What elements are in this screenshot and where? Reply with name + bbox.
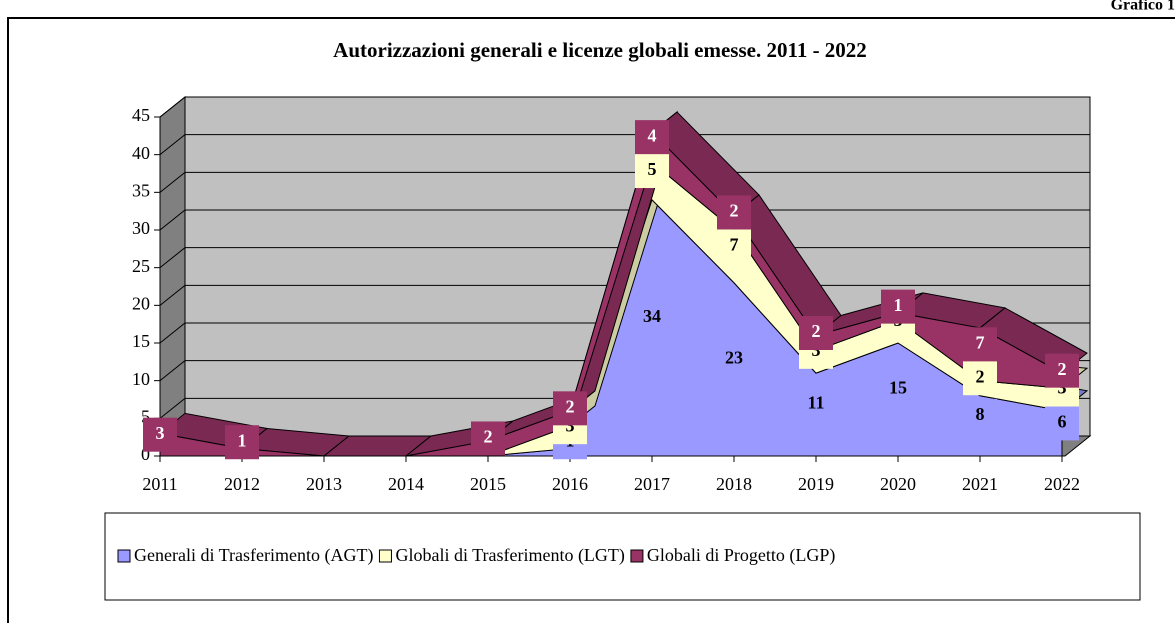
y-tick-label: 15 <box>132 331 150 351</box>
legend-label: Globali di Trasferimento (LGT) <box>395 545 624 566</box>
data-label-box <box>1045 353 1079 388</box>
legend-box <box>104 512 1141 601</box>
data-label-box <box>799 316 833 350</box>
y-tick-label: 0 <box>141 444 150 464</box>
corner-label: Grafico 1 <box>1111 0 1175 14</box>
data-label-box <box>143 417 177 452</box>
legend-label: Generali di Trasferimento (AGT) <box>134 545 373 566</box>
data-label: 7 <box>730 234 739 254</box>
data-label: 2 <box>976 366 985 386</box>
data-label-box <box>881 289 915 324</box>
y-tick-label: 35 <box>132 180 150 200</box>
data-label: 8 <box>976 404 985 424</box>
y-tick-label: 45 <box>132 105 150 125</box>
legend-swatch <box>378 549 392 563</box>
data-label-box <box>635 300 669 335</box>
data-label: 15 <box>889 378 907 398</box>
data-label: 11 <box>807 393 824 413</box>
y-tick-label: 20 <box>132 293 150 313</box>
data-label-box <box>963 361 997 396</box>
data-label: 2 <box>730 201 739 221</box>
x-tick-label: 2012 <box>224 474 260 494</box>
data-label-box <box>881 372 915 407</box>
data-label: 34 <box>643 306 661 326</box>
data-label-box <box>717 342 751 377</box>
y-tick-label: 30 <box>132 218 150 238</box>
data-label: 1 <box>238 430 247 450</box>
x-tick-label: 2013 <box>306 474 342 494</box>
y-tick-label: 10 <box>132 369 150 389</box>
side-wall <box>159 95 186 458</box>
legend-label: Globali di Progetto (LGP) <box>647 545 835 566</box>
x-tick-label: 2014 <box>388 474 424 494</box>
chart-title: Autorizzazioni generali e licenze global… <box>333 38 867 62</box>
data-label-box <box>635 154 669 189</box>
grid-line <box>159 134 1090 156</box>
data-label: 6 <box>1058 412 1067 432</box>
x-tick-label: 2019 <box>798 474 834 494</box>
data-label: 4 <box>648 125 657 145</box>
data-label-box <box>471 421 505 456</box>
data-label: 1 <box>894 295 903 315</box>
data-label-box <box>799 387 833 422</box>
data-label-box <box>963 327 997 362</box>
data-label: 3 <box>156 423 165 443</box>
x-tick-label: 2020 <box>880 474 916 494</box>
y-tick-label: 5 <box>141 406 150 426</box>
x-tick-label: 2011 <box>142 474 177 494</box>
data-label: 2 <box>566 396 575 416</box>
data-label: 2 <box>1058 359 1067 379</box>
x-tick-label: 2017 <box>634 474 670 494</box>
data-label: 23 <box>725 347 743 367</box>
data-label: 2 <box>812 321 821 341</box>
x-tick-label: 2018 <box>716 474 752 494</box>
data-label-box <box>1045 406 1079 441</box>
legend-swatch <box>117 549 131 563</box>
grid-line <box>159 209 1090 231</box>
data-label-box <box>963 398 997 433</box>
data-label-box <box>553 391 587 426</box>
data-label-box <box>225 425 259 460</box>
data-label-box <box>635 120 669 155</box>
y-tick-label: 40 <box>132 143 150 163</box>
grid-line <box>159 96 1090 118</box>
x-tick-label: 2022 <box>1044 474 1080 494</box>
data-label-box <box>717 195 751 230</box>
x-tick-label: 2016 <box>552 474 588 494</box>
data-label: 5 <box>648 159 657 179</box>
data-label: 7 <box>976 332 985 352</box>
x-tick-label: 2015 <box>470 474 506 494</box>
x-tick-label: 2021 <box>962 474 998 494</box>
grid-line <box>159 171 1090 193</box>
y-tick-label: 25 <box>132 256 150 276</box>
data-label: 2 <box>484 427 493 447</box>
legend-swatch <box>630 549 644 563</box>
data-label-box <box>717 229 751 264</box>
